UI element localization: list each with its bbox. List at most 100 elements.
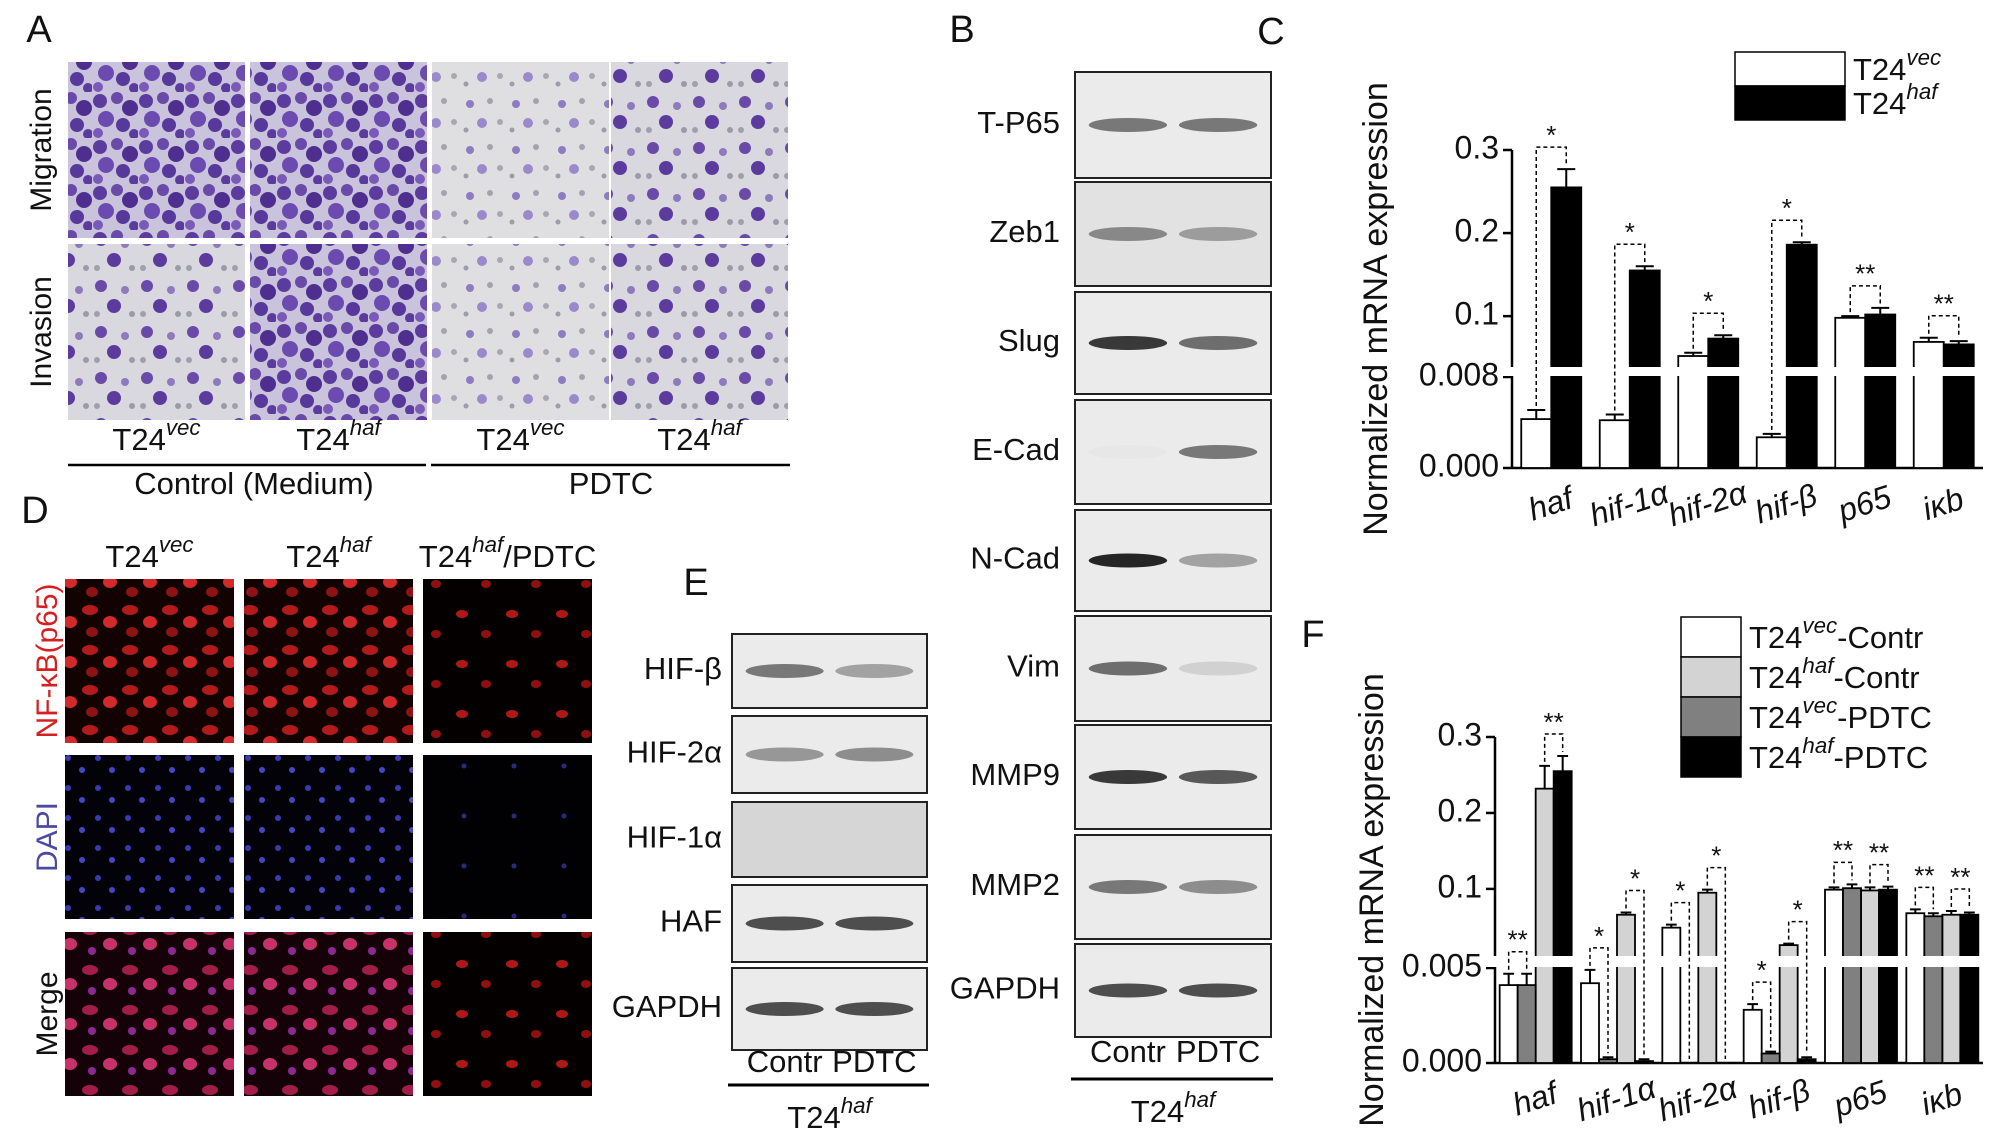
- bar: [1498, 984, 1519, 1064]
- error-bar: [1864, 886, 1876, 891]
- fluorescence-image: [244, 579, 413, 743]
- fluorescence-image: [65, 932, 234, 1096]
- error-bar: [1747, 1003, 1759, 1010]
- y-axis-label: Normalized mRNA expression: [1357, 82, 1395, 536]
- significance-label: **: [1914, 860, 1934, 890]
- significance-label: *: [1630, 863, 1640, 893]
- column-label-base: T24: [112, 422, 165, 457]
- blot-band: [745, 664, 824, 678]
- x-tick-label: p65: [1833, 478, 1896, 529]
- fluorescence-image: [244, 755, 413, 919]
- row-label: Migration: [25, 88, 58, 211]
- significance-label: *: [1625, 217, 1635, 247]
- y-tick-label: 0.1: [1438, 868, 1482, 904]
- error-bar: [1714, 334, 1733, 339]
- bar: [1878, 888, 1898, 1064]
- blot-band: [745, 1002, 824, 1016]
- significance-bracket: [1914, 886, 1935, 910]
- legend-label: T24haf-PDTC: [1749, 733, 1928, 775]
- micrograph: [432, 244, 609, 420]
- column-label-sup: haf: [340, 532, 374, 557]
- legend-swatch: [1680, 696, 1742, 738]
- y-tick-label: 0.2: [1438, 792, 1482, 828]
- bar: [1742, 1008, 1763, 1064]
- bar: [1760, 1052, 1781, 1064]
- protein-label: Slug: [998, 323, 1060, 358]
- column-label-sup: vec: [159, 532, 194, 557]
- panel-label: F: [1301, 614, 1324, 656]
- x-tick-label: iκb: [1918, 480, 1968, 527]
- blot-band: [1178, 553, 1258, 568]
- legend-swatch: [1680, 616, 1742, 658]
- column-label-base: T24: [286, 539, 339, 574]
- legend-swatch: [1680, 656, 1742, 698]
- error-bar: [1882, 885, 1894, 890]
- significance-label: **: [1934, 289, 1954, 319]
- error-bar: [1539, 764, 1551, 789]
- blot-band: [835, 916, 914, 931]
- blot-band: [745, 747, 824, 762]
- axis-break: [1500, 367, 1985, 376]
- error-bar: [1527, 408, 1546, 420]
- bar: [1912, 341, 1945, 469]
- column-label-base: T24: [419, 539, 472, 574]
- blot-band: [835, 747, 914, 762]
- x-tick-label: hif-1α: [1585, 474, 1673, 533]
- y-tick-label: 0.005: [1402, 947, 1482, 983]
- legend-swatch: [1680, 736, 1742, 778]
- significance-bracket: [1787, 920, 1808, 1054]
- significance-label: *: [1675, 875, 1685, 905]
- error-bar: [1945, 909, 1957, 915]
- bar: [1824, 888, 1844, 1064]
- column-label: T24vec: [105, 532, 193, 574]
- column-label: T24vec: [112, 415, 200, 457]
- bar: [1834, 316, 1867, 469]
- legend-swatch: [1734, 51, 1846, 87]
- protein-label: Vim: [1007, 649, 1060, 684]
- blot-band: [1088, 983, 1168, 998]
- bar: [1959, 913, 1980, 1064]
- blot-band: [1178, 661, 1258, 676]
- fluorescence-image: [423, 579, 592, 743]
- blot-strip: [731, 633, 928, 709]
- bar: [1598, 419, 1631, 469]
- blot-band: [1088, 553, 1168, 568]
- error-bar: [1584, 968, 1596, 984]
- bar: [1860, 889, 1880, 1064]
- bar: [1516, 984, 1537, 1064]
- legend-label-sup: haf: [1906, 79, 1940, 104]
- error-bar: [1801, 1056, 1813, 1060]
- x-tick-label: haf: [1508, 1074, 1564, 1123]
- x-tick-label: hif-1α: [1572, 1069, 1660, 1128]
- x-tick-label: hif-β: [1751, 477, 1822, 531]
- legend-label-base: T24: [1749, 660, 1802, 695]
- bar: [1534, 787, 1555, 1064]
- blot-band: [835, 664, 914, 678]
- bar: [1923, 915, 1944, 1064]
- column-label-base: T24: [476, 422, 529, 457]
- x-tick-label: hif-2α: [1654, 1069, 1742, 1128]
- error-bar: [1620, 911, 1632, 915]
- panel-label: A: [26, 9, 52, 51]
- protein-label: E-Cad: [972, 432, 1060, 467]
- protein-label: GAPDH: [612, 989, 722, 1024]
- significance-bracket: [1692, 312, 1724, 349]
- column-label: T24haf: [657, 415, 744, 457]
- fluorescence-image: [65, 579, 234, 743]
- protein-label: GAPDH: [950, 971, 1060, 1006]
- error-bar: [1638, 1058, 1650, 1062]
- legend-swatch: [1734, 85, 1846, 121]
- significance-bracket: [1614, 243, 1646, 411]
- micrograph: [250, 244, 427, 420]
- column-label-sup: haf: [350, 415, 384, 440]
- significance-label: **: [1869, 838, 1889, 868]
- significance-label: **: [1508, 925, 1528, 955]
- significance-label: *: [1793, 894, 1803, 924]
- column-label-suffix: /PDTC: [503, 539, 596, 574]
- bar: [1842, 887, 1862, 1064]
- blot-band: [835, 1002, 914, 1016]
- error-bar: [1963, 911, 1975, 915]
- row-label: Merge: [31, 971, 64, 1056]
- error-bar: [1949, 340, 1968, 345]
- significance-label: *: [1546, 120, 1556, 150]
